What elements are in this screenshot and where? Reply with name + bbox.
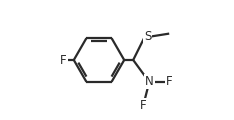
Text: F: F	[166, 75, 172, 88]
Text: S: S	[144, 30, 151, 43]
Text: N: N	[145, 75, 154, 88]
Text: F: F	[140, 99, 147, 112]
Text: F: F	[60, 54, 67, 66]
